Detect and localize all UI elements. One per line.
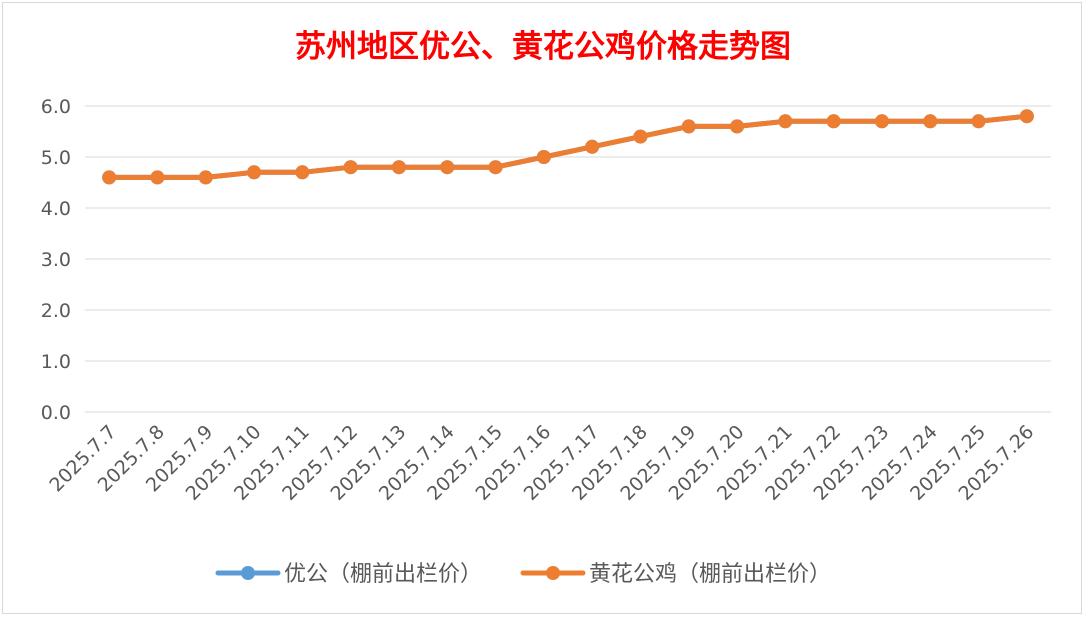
data-point (198, 170, 213, 185)
y-tick-label: 5.0 (41, 147, 71, 169)
x-axis: 2025.7.72025.7.82025.7.92025.7.102025.7.… (45, 421, 1038, 505)
data-point (343, 160, 358, 175)
data-point (923, 114, 938, 129)
data-point (150, 170, 165, 185)
data-point (633, 129, 648, 144)
data-point (826, 114, 841, 129)
gridlines (85, 105, 1051, 413)
y-tick-label: 1.0 (41, 351, 71, 373)
line-chart: 苏州地区优公、黄花公鸡价格走势图 0.0 1.0 2.0 3.0 4.0 5.0 6.0 2… (41, 29, 1051, 587)
y-tick-label: 2.0 (41, 300, 71, 322)
series-line (106, 113, 1030, 180)
data-point (488, 160, 503, 175)
data-point (874, 114, 889, 129)
y-tick-label: 4.0 (41, 198, 71, 220)
data-point (778, 114, 793, 129)
legend-item-1: 黄花公鸡（棚前出栏价） (520, 562, 831, 587)
legend-label: 黄花公鸡（棚前出栏价） (589, 562, 831, 587)
legend-swatch-marker (546, 566, 560, 580)
data-point (730, 119, 745, 134)
y-tick-label: 6.0 (41, 96, 71, 118)
data-point (440, 160, 455, 175)
legend: 优公（棚前出栏价） 黄花公鸡（棚前出栏价） (215, 562, 831, 587)
legend-item-0: 优公（棚前出栏价） (215, 562, 482, 587)
y-axis: 0.0 1.0 2.0 3.0 4.0 5.0 6.0 (41, 96, 71, 424)
data-point (971, 114, 986, 129)
data-point (247, 165, 262, 180)
series-line (106, 113, 1030, 180)
data-point (681, 119, 696, 134)
series-1 (102, 109, 1034, 185)
data-point (391, 160, 406, 175)
data-point (585, 139, 600, 154)
data-point (1019, 109, 1034, 124)
series-lines (102, 109, 1034, 185)
legend-label: 优公（棚前出栏价） (284, 562, 482, 587)
y-tick-label: 0.0 (41, 402, 71, 424)
data-point (295, 165, 310, 180)
chart-title: 苏州地区优公、黄花公鸡价格走势图 (295, 29, 791, 65)
data-point (536, 150, 551, 164)
y-tick-label: 3.0 (41, 249, 71, 271)
legend-swatch-marker (241, 566, 255, 580)
data-point (102, 170, 117, 185)
